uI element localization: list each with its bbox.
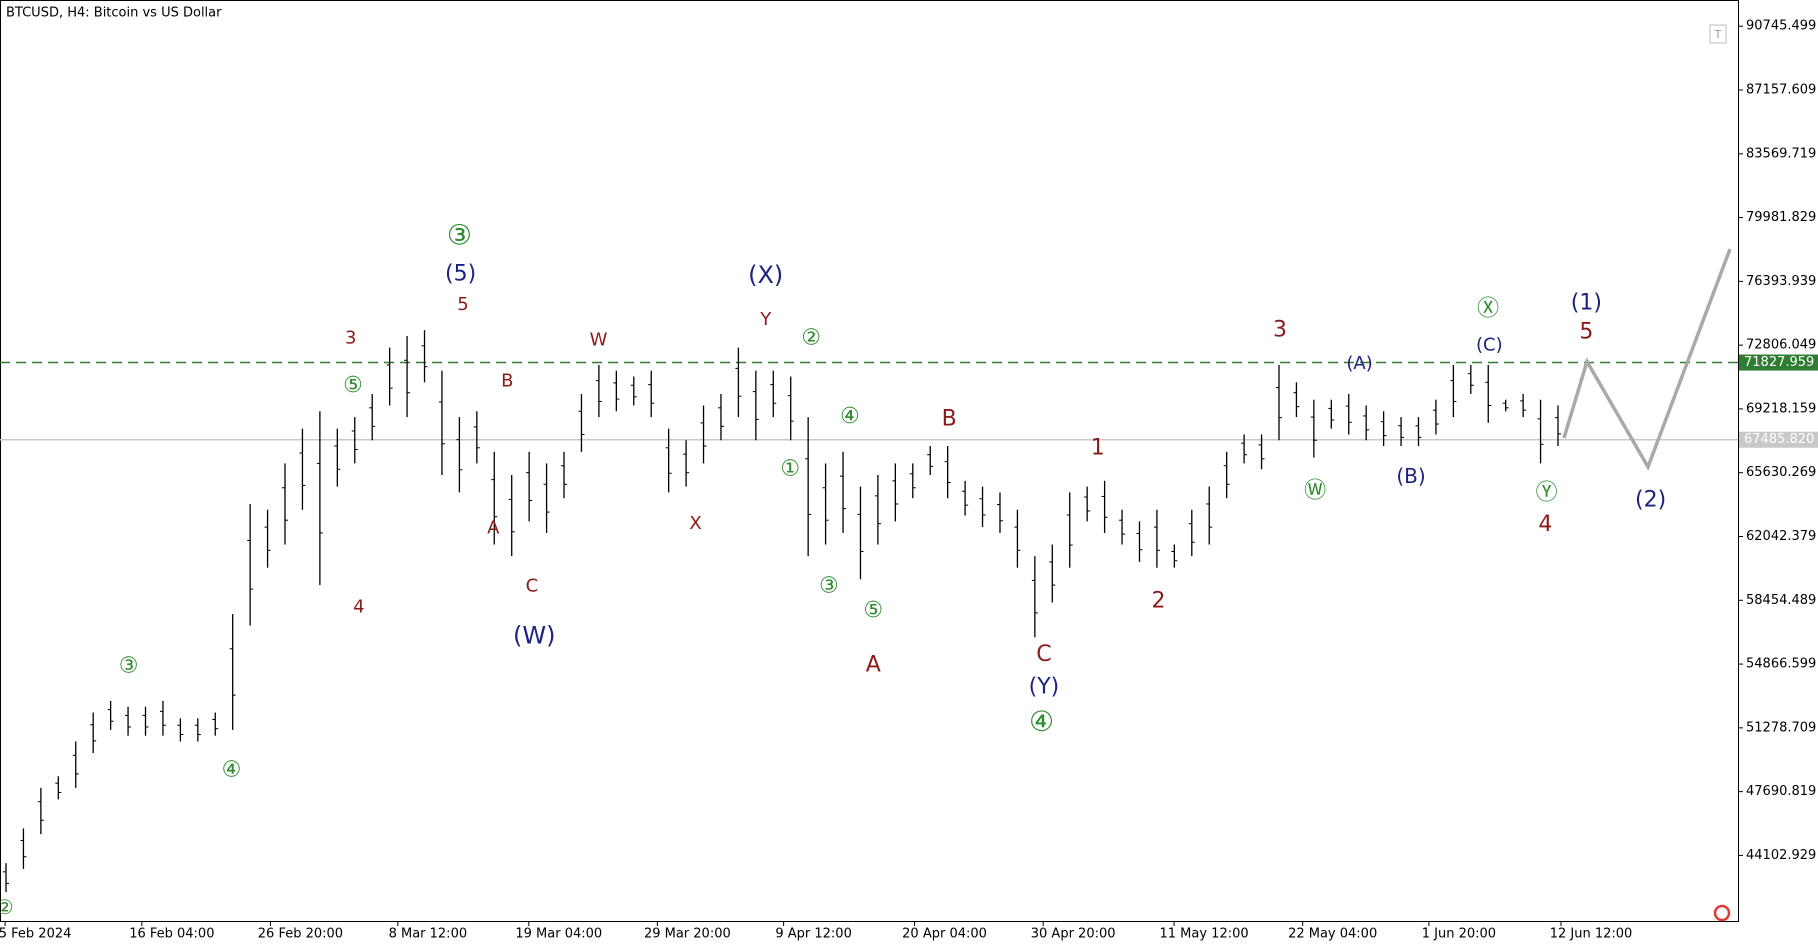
wave-label: ⑤ bbox=[343, 373, 363, 398]
wave-label: (A) bbox=[1346, 353, 1372, 374]
wave-label: B bbox=[501, 370, 513, 391]
y-tick-label: 47690.819 bbox=[1746, 784, 1816, 799]
x-tick-label: 26 Feb 20:00 bbox=[258, 927, 343, 942]
y-tick-label: 90745.499 bbox=[1746, 19, 1816, 34]
y-tick-label: 69218.159 bbox=[1746, 401, 1816, 416]
wave-label: Ⓦ bbox=[1304, 478, 1326, 503]
x-tick-label: 20 Apr 04:00 bbox=[902, 927, 987, 942]
wave-label: (2) bbox=[1635, 488, 1666, 513]
price-level-label: 67485.820 bbox=[1744, 432, 1814, 447]
wave-label: 3 bbox=[1273, 317, 1287, 342]
wave-label: X bbox=[689, 513, 701, 534]
price-level-label: 71827.959 bbox=[1744, 355, 1814, 370]
wave-label: ③ bbox=[119, 653, 139, 678]
y-tick-label: 54866.599 bbox=[1746, 657, 1816, 672]
y-tick-label: 51278.709 bbox=[1746, 720, 1816, 735]
wave-label: (Y) bbox=[1029, 674, 1060, 699]
wave-label: (B) bbox=[1396, 464, 1425, 488]
y-tick-label: 72806.049 bbox=[1746, 338, 1816, 353]
price-level-tag bbox=[1739, 431, 1818, 448]
price-level-tag bbox=[1739, 354, 1818, 371]
wave-label: (C) bbox=[1476, 334, 1503, 355]
chart-title: BTCUSD, H4: Bitcoin vs US Dollar bbox=[6, 6, 222, 21]
x-tick-label: 22 May 04:00 bbox=[1288, 927, 1377, 942]
wave-label: ④ bbox=[222, 758, 242, 783]
wave-label: Ⓧ bbox=[1477, 296, 1499, 321]
x-tick-label: 8 Mar 12:00 bbox=[389, 927, 468, 942]
wave-label: Ⓨ bbox=[1536, 481, 1558, 506]
wave-label: B bbox=[942, 407, 957, 432]
wave-label: C bbox=[526, 575, 539, 596]
y-tick-label: 44102.929 bbox=[1746, 848, 1816, 863]
wave-label: A bbox=[487, 518, 500, 539]
y-tick-label: 62042.379 bbox=[1746, 529, 1816, 544]
wave-label: C bbox=[1036, 642, 1051, 667]
wave-label: 4 bbox=[1538, 512, 1552, 537]
x-tick-label: 19 Mar 04:00 bbox=[515, 927, 602, 942]
wave-label: ③ bbox=[819, 573, 839, 598]
x-tick-label: 16 Feb 04:00 bbox=[129, 927, 214, 942]
plot-frame bbox=[0, 0, 1739, 922]
wave-label: (1) bbox=[1571, 291, 1602, 316]
wave-label: (W) bbox=[513, 621, 555, 649]
x-tick-label: 9 Apr 12:00 bbox=[775, 927, 852, 942]
wave-label: 5 bbox=[1579, 320, 1593, 345]
x-tick-label: 29 Mar 20:00 bbox=[644, 927, 731, 942]
wave-label: Y bbox=[759, 309, 772, 330]
x-tick-label: 1 Jun 20:00 bbox=[1422, 927, 1496, 942]
wave-label: (X) bbox=[748, 261, 783, 289]
wave-label: 5 bbox=[457, 294, 468, 315]
wave-label: 2 bbox=[1151, 589, 1165, 614]
wave-label: 3 bbox=[345, 327, 356, 348]
x-tick-label: 11 May 12:00 bbox=[1159, 927, 1248, 942]
x-tick-label: 5 Feb 2024 bbox=[0, 927, 71, 942]
wave-label: ④ bbox=[840, 404, 860, 429]
wave-label: ⑤ bbox=[863, 598, 883, 623]
wave-label: 1 bbox=[1091, 436, 1105, 461]
wave-label: (5) bbox=[445, 262, 476, 287]
y-tick-label: 76393.939 bbox=[1746, 274, 1816, 289]
wave-label: W bbox=[590, 330, 608, 351]
wave-label: ② bbox=[0, 895, 14, 919]
wave-label: A bbox=[866, 652, 881, 677]
x-tick-label: 12 Jun 12:00 bbox=[1550, 927, 1633, 942]
trade-icon[interactable] bbox=[1709, 24, 1727, 44]
y-tick-label: 65630.269 bbox=[1746, 465, 1816, 480]
trade-icon-text: T bbox=[1714, 28, 1722, 41]
y-tick-label: 58454.489 bbox=[1746, 593, 1816, 608]
wave-label: 4 bbox=[353, 596, 364, 617]
wave-label: ② bbox=[801, 325, 821, 350]
x-tick-label: 30 Apr 20:00 bbox=[1031, 927, 1116, 942]
alert-icon[interactable] bbox=[1713, 904, 1731, 922]
y-tick-label: 79981.829 bbox=[1746, 210, 1816, 225]
y-tick-label: 83569.719 bbox=[1746, 146, 1816, 161]
wave-label: ③ bbox=[447, 218, 472, 251]
forecast-path bbox=[1562, 248, 1732, 471]
y-tick-label: 87157.609 bbox=[1746, 83, 1816, 98]
wave-label: ① bbox=[780, 456, 800, 481]
wave-label: ④ bbox=[1029, 705, 1054, 738]
